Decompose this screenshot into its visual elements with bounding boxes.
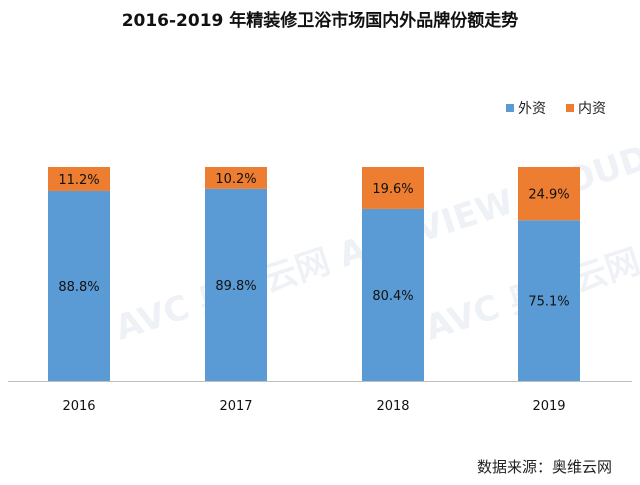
legend-label-foreign: 外资: [518, 101, 546, 117]
data-label-foreign-2019: 75.1%: [528, 295, 569, 310]
bar-foreign-2016: [48, 190, 110, 381]
bar-domestic-2019: [518, 167, 580, 221]
data-label-domestic-2019: 24.9%: [528, 188, 569, 203]
x-tick-label-2016: 2016: [62, 399, 95, 414]
bar-domestic-2017: [205, 167, 267, 189]
legend-label-domestic: 内资: [578, 101, 606, 117]
chart-title: 2016-2019 年精装修卫浴市场国内外品牌份额走势: [121, 11, 519, 31]
bar-foreign-2018: [362, 208, 424, 381]
legend-item-domestic: 内资: [566, 98, 606, 118]
data-label-domestic-2017: 10.2%: [215, 172, 256, 187]
data-label-domestic-2018: 19.6%: [372, 182, 413, 197]
x-tick-label-2018: 2018: [376, 399, 409, 414]
data-label-foreign-2016: 88.8%: [58, 280, 99, 295]
data-source-note: 数据来源：奥维云网: [476, 458, 612, 476]
legend-swatch-foreign: [506, 104, 514, 112]
data-label-foreign-2018: 80.4%: [372, 289, 413, 304]
bar-domestic-2016: [48, 167, 110, 191]
bar-domestic-2018: [362, 167, 424, 209]
bar-foreign-2019: [518, 220, 580, 381]
data-label-domestic-2016: 11.2%: [58, 173, 99, 188]
x-tick-label-2019: 2019: [532, 399, 565, 414]
legend-item-foreign: 外资: [506, 98, 546, 118]
legend-swatch-domestic: [566, 104, 574, 112]
bar-foreign-2017: [205, 188, 267, 381]
x-tick-label-2017: 2017: [219, 399, 252, 414]
data-label-foreign-2017: 89.8%: [215, 279, 256, 294]
